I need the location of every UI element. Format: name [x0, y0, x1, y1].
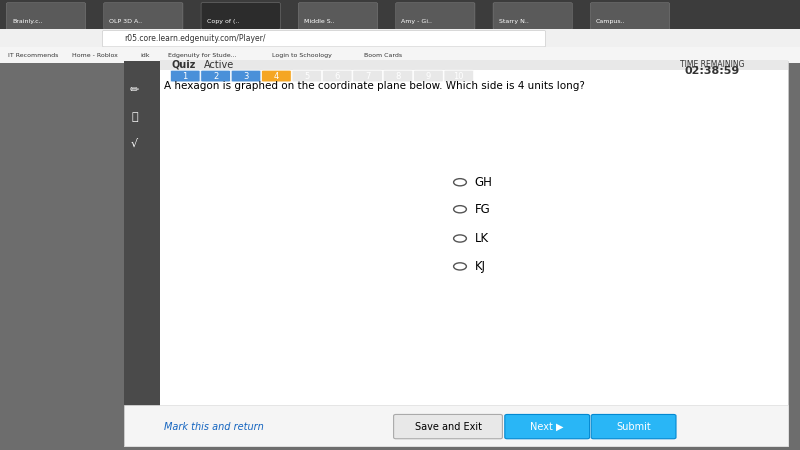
Text: 6: 6 — [375, 250, 380, 259]
Text: 4: 4 — [290, 182, 295, 191]
Text: 2: 2 — [290, 210, 295, 219]
Text: x: x — [442, 237, 448, 247]
Text: GH: GH — [474, 176, 492, 189]
Text: -4: -4 — [287, 292, 295, 302]
Text: -10: -10 — [282, 376, 295, 385]
Text: Amy - Gi..: Amy - Gi.. — [402, 19, 432, 24]
Text: K: K — [237, 328, 244, 338]
Text: -8: -8 — [287, 348, 295, 357]
Text: 10: 10 — [285, 99, 295, 108]
Text: -4: -4 — [244, 250, 252, 259]
Text: L: L — [236, 233, 242, 243]
Text: 10: 10 — [454, 72, 464, 81]
Text: Quiz: Quiz — [172, 60, 196, 70]
Text: TIME REMAINING: TIME REMAINING — [680, 60, 744, 69]
Text: H: H — [355, 233, 364, 243]
Text: y: y — [301, 80, 306, 90]
Text: 10: 10 — [425, 250, 434, 259]
Text: idk: idk — [140, 53, 150, 58]
Text: -6: -6 — [218, 250, 226, 259]
Text: FG: FG — [474, 203, 490, 216]
Text: ✏: ✏ — [130, 85, 139, 95]
Text: Mark this and return: Mark this and return — [164, 422, 264, 432]
Text: 6: 6 — [334, 72, 340, 81]
Text: 5: 5 — [304, 72, 310, 81]
Text: -6: -6 — [287, 320, 295, 329]
Text: 8: 8 — [402, 250, 406, 259]
Text: 2: 2 — [213, 72, 218, 81]
Text: √: √ — [131, 139, 138, 149]
Text: 4: 4 — [350, 250, 354, 259]
Text: Brainly.c..: Brainly.c.. — [12, 19, 42, 24]
Text: A hexagon is graphed on the coordinate plane below. Which side is 4 units long?: A hexagon is graphed on the coordinate p… — [164, 81, 585, 91]
Text: 2: 2 — [323, 250, 328, 259]
Text: 4: 4 — [274, 72, 279, 81]
Text: Active: Active — [204, 60, 234, 70]
Text: -2: -2 — [270, 250, 278, 259]
Text: J: J — [330, 328, 333, 338]
Text: 02:38:59: 02:38:59 — [684, 66, 740, 76]
Text: r05.core.learn.edgenuity.com/Player/: r05.core.learn.edgenuity.com/Player/ — [124, 34, 266, 43]
Text: Starry N..: Starry N.. — [498, 19, 529, 24]
Text: 3: 3 — [243, 72, 249, 81]
Text: Next ▶: Next ▶ — [530, 422, 564, 432]
Text: -8: -8 — [193, 250, 200, 259]
Text: Campus..: Campus.. — [596, 19, 626, 24]
Text: IT Recommends: IT Recommends — [8, 53, 58, 58]
Text: -2: -2 — [287, 265, 295, 274]
Text: OLP 3D A..: OLP 3D A.. — [110, 19, 142, 24]
Text: F: F — [266, 175, 272, 184]
Text: Submit: Submit — [616, 422, 651, 432]
Text: 1: 1 — [182, 72, 188, 81]
Text: 9: 9 — [426, 72, 431, 81]
Text: G: G — [327, 175, 335, 184]
Text: Copy of (..: Copy of (.. — [206, 19, 239, 24]
Text: Home - Roblox: Home - Roblox — [72, 53, 118, 58]
Text: Boom Cards: Boom Cards — [364, 53, 402, 58]
Text: Save and Exit: Save and Exit — [414, 422, 482, 432]
Text: Middle S..: Middle S.. — [304, 19, 334, 24]
Text: 8: 8 — [395, 72, 401, 81]
Text: 6: 6 — [290, 154, 295, 163]
Text: Login to Schoology: Login to Schoology — [272, 53, 332, 58]
Text: 🎧: 🎧 — [131, 112, 138, 122]
Text: Edgenuity for Stude...: Edgenuity for Stude... — [168, 53, 237, 58]
Text: 7: 7 — [365, 72, 370, 81]
Text: KJ: KJ — [474, 260, 486, 273]
Text: LK: LK — [474, 232, 489, 245]
Text: 8: 8 — [290, 127, 295, 136]
Text: -10: -10 — [164, 250, 177, 259]
